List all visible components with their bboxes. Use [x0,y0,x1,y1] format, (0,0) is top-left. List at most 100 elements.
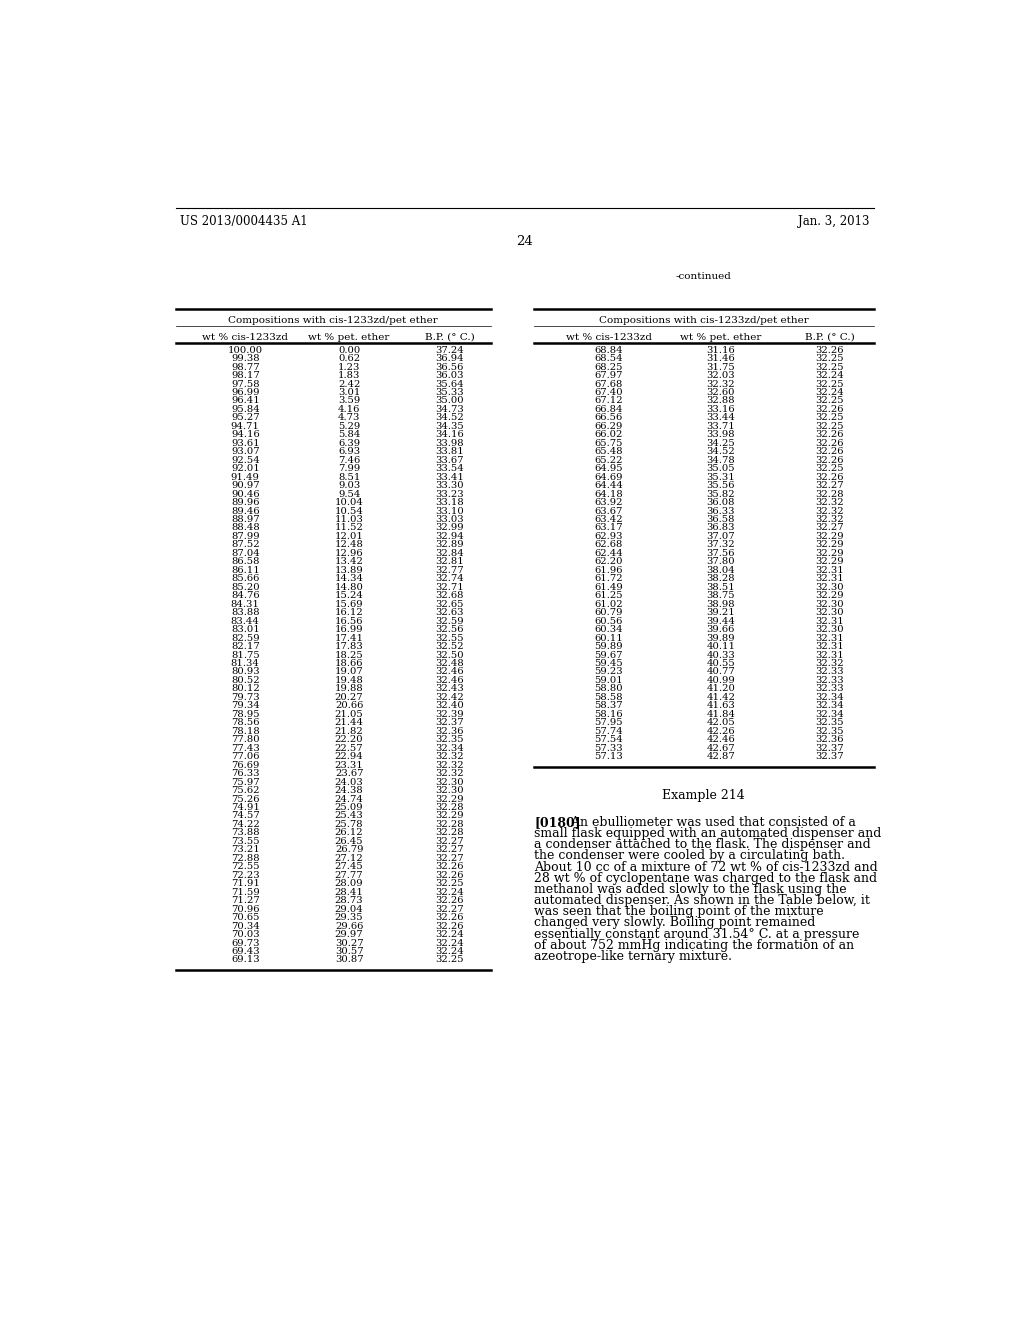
Text: 87.52: 87.52 [231,540,260,549]
Text: 34.73: 34.73 [435,405,464,414]
Text: 68.84: 68.84 [595,346,623,355]
Text: 40.55: 40.55 [707,659,735,668]
Text: 32.52: 32.52 [435,642,464,651]
Text: 61.96: 61.96 [595,566,623,574]
Text: 83.01: 83.01 [230,626,260,634]
Text: 63.92: 63.92 [595,498,623,507]
Text: 32.28: 32.28 [435,829,464,837]
Text: 36.33: 36.33 [707,507,735,516]
Text: 17.41: 17.41 [335,634,364,643]
Text: 36.94: 36.94 [435,354,464,363]
Text: 100.00: 100.00 [227,346,263,355]
Text: 82.17: 82.17 [230,642,260,651]
Text: 32.25: 32.25 [815,396,844,405]
Text: 80.93: 80.93 [231,668,260,676]
Text: 60.34: 60.34 [595,626,623,634]
Text: 32.29: 32.29 [815,557,844,566]
Text: 32.30: 32.30 [815,626,844,634]
Text: 66.56: 66.56 [595,413,623,422]
Text: 71.59: 71.59 [230,888,260,896]
Text: 32.26: 32.26 [815,346,844,355]
Text: azeotrope-like ternary mixture.: azeotrope-like ternary mixture. [535,950,732,964]
Text: 77.06: 77.06 [231,752,259,762]
Text: 77.43: 77.43 [230,743,260,752]
Text: 41.63: 41.63 [707,701,735,710]
Text: changed very slowly. Boiling point remained: changed very slowly. Boiling point remai… [535,916,815,929]
Text: 78.95: 78.95 [231,710,260,719]
Text: 6.93: 6.93 [338,447,360,457]
Text: small flask equipped with an automated dispenser and: small flask equipped with an automated d… [535,828,882,840]
Text: 32.26: 32.26 [435,862,464,871]
Text: 59.45: 59.45 [594,659,624,668]
Text: 33.44: 33.44 [707,413,735,422]
Text: An ebulliometer was used that consisted of a: An ebulliometer was used that consisted … [566,816,855,829]
Text: 32.37: 32.37 [435,718,464,727]
Text: 64.95: 64.95 [595,465,623,473]
Text: 32.33: 32.33 [815,685,844,693]
Text: 33.16: 33.16 [707,405,735,414]
Text: B.P. (° C.): B.P. (° C.) [805,333,854,342]
Text: 7.46: 7.46 [338,455,360,465]
Text: Jan. 3, 2013: Jan. 3, 2013 [798,215,869,228]
Text: 83.44: 83.44 [230,616,260,626]
Text: 30.27: 30.27 [335,939,364,948]
Text: 14.34: 14.34 [335,574,364,583]
Text: 32.43: 32.43 [435,685,464,693]
Text: 32.32: 32.32 [815,498,844,507]
Text: 16.56: 16.56 [335,616,364,626]
Text: 32.32: 32.32 [815,507,844,516]
Text: 34.35: 34.35 [435,422,464,430]
Text: 32.27: 32.27 [815,482,844,490]
Text: 91.49: 91.49 [230,473,260,482]
Text: 19.88: 19.88 [335,685,364,693]
Text: 69.13: 69.13 [231,956,260,965]
Text: 33.03: 33.03 [435,515,464,524]
Text: a condenser attached to the flask. The dispenser and: a condenser attached to the flask. The d… [535,838,870,851]
Text: 65.48: 65.48 [595,447,623,457]
Text: 31.46: 31.46 [707,354,735,363]
Text: 32.25: 32.25 [815,363,844,371]
Text: 27.77: 27.77 [335,871,364,879]
Text: 32.33: 32.33 [815,676,844,685]
Text: 32.48: 32.48 [435,659,464,668]
Text: 32.32: 32.32 [707,380,735,388]
Text: 33.67: 33.67 [435,455,464,465]
Text: 3.01: 3.01 [338,388,360,397]
Text: 12.01: 12.01 [335,532,364,541]
Text: 33.23: 33.23 [435,490,464,499]
Text: 58.58: 58.58 [595,693,623,702]
Text: 94.16: 94.16 [230,430,260,440]
Text: 35.31: 35.31 [707,473,735,482]
Text: 32.32: 32.32 [435,770,464,777]
Text: 13.89: 13.89 [335,566,364,574]
Text: 89.46: 89.46 [231,507,260,516]
Text: 32.31: 32.31 [815,566,844,574]
Text: 32.24: 32.24 [435,931,464,939]
Text: 32.56: 32.56 [435,626,464,634]
Text: 32.28: 32.28 [435,820,464,829]
Text: 36.03: 36.03 [435,371,464,380]
Text: 77.80: 77.80 [231,735,260,744]
Text: 93.07: 93.07 [231,447,260,457]
Text: 61.25: 61.25 [595,591,623,601]
Text: 35.82: 35.82 [707,490,735,499]
Text: 57.54: 57.54 [594,735,624,744]
Text: 69.73: 69.73 [231,939,259,948]
Text: 32.32: 32.32 [435,752,464,762]
Text: 42.46: 42.46 [707,735,735,744]
Text: 32.31: 32.31 [815,574,844,583]
Text: 81.75: 81.75 [230,651,260,660]
Text: 41.42: 41.42 [707,693,735,702]
Text: 32.25: 32.25 [435,879,464,888]
Text: 75.97: 75.97 [231,777,260,787]
Text: 95.27: 95.27 [231,413,260,422]
Text: 34.78: 34.78 [707,455,735,465]
Text: 72.55: 72.55 [231,862,260,871]
Text: 32.32: 32.32 [435,760,464,770]
Text: 9.54: 9.54 [338,490,360,499]
Text: 85.20: 85.20 [231,583,260,591]
Text: 21.82: 21.82 [335,727,364,735]
Text: 29.04: 29.04 [335,904,364,913]
Text: 38.75: 38.75 [707,591,735,601]
Text: 5.84: 5.84 [338,430,360,440]
